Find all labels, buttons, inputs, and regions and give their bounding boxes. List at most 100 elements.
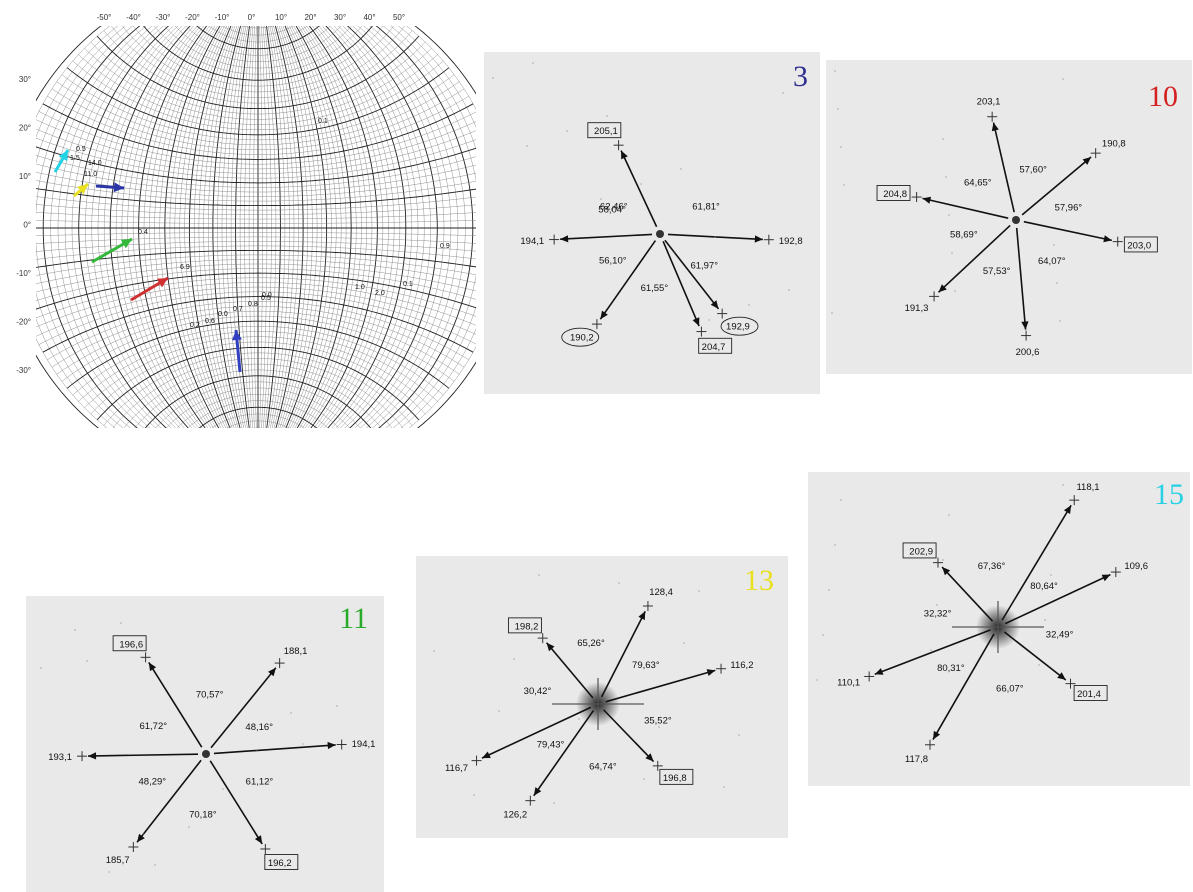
label-frame <box>1123 236 1158 253</box>
angle-label: 57,60° <box>1019 164 1047 175</box>
pole-label: 0.9 <box>440 243 450 250</box>
diffraction-ray <box>620 150 658 228</box>
pattern-number: 11 <box>339 602 368 635</box>
left-tick-label: -10° <box>16 269 31 278</box>
reflection-label: 203,0 <box>1127 240 1151 251</box>
reflection-label: 201,4 <box>1077 689 1101 700</box>
pattern-number: 13 <box>744 564 774 597</box>
angle-label: 61,72° <box>139 721 167 732</box>
angle-label: 62,46° <box>600 202 628 213</box>
diffraction-ray <box>1023 220 1113 243</box>
reflection-label: 118,1 <box>1076 482 1099 493</box>
angle-label: 64,74° <box>589 761 617 772</box>
angle-label: 58,04° <box>598 205 626 216</box>
pattern-number: 10 <box>1148 80 1178 113</box>
angle-label: 65,26° <box>577 638 605 649</box>
label-frame <box>876 185 911 201</box>
angle-label: 61,55° <box>641 283 669 294</box>
angle-label: 35,52° <box>644 716 672 727</box>
top-tick-label: 10° <box>275 13 287 22</box>
pattern-3-drawing: 205,1 192,9 192,8 204,7 190,2 194,1 61,81° 58,0… <box>492 62 803 354</box>
diffraction-pattern-3: 205,1 192,9 192,8 204,7 190,2 194,1 61,81° 58,0… <box>484 52 820 394</box>
pole-label: 1.0 <box>355 284 365 291</box>
top-tick-label: -50° <box>97 13 112 22</box>
diffraction-ray <box>1004 573 1111 625</box>
pole-arrow <box>130 276 169 302</box>
top-tick-label: 20° <box>304 13 316 22</box>
diffraction-ray <box>667 233 763 243</box>
pattern-number: 15 <box>1154 478 1184 511</box>
pole-label: 0.0 <box>218 311 228 318</box>
pole-label: 1.5 <box>70 155 80 162</box>
reflection-label: 116,7 <box>445 763 468 774</box>
top-tick-label: -30° <box>156 13 171 22</box>
angle-label: 48,16° <box>245 722 273 733</box>
diffraction-ray <box>1021 156 1092 216</box>
diffraction-ray <box>932 633 995 740</box>
reflection-label: 194,1 <box>352 739 376 750</box>
angle-label: 32,49° <box>1046 630 1074 641</box>
reflection-label: 109,6 <box>1124 561 1148 572</box>
angle-label: 32,32° <box>924 609 952 620</box>
pattern-number: 3 <box>793 60 808 93</box>
label-frame <box>720 316 759 336</box>
angle-label: 61,81° <box>692 201 720 212</box>
reflection-label: 193,1 <box>48 752 72 763</box>
diffraction-ray <box>600 610 646 698</box>
label-frame <box>698 337 733 354</box>
label-frame <box>112 635 147 652</box>
top-tick-label: -40° <box>126 13 141 22</box>
reflection-label: 126,2 <box>503 809 527 820</box>
pole-label: 0.5 <box>261 295 271 302</box>
diffraction-ray <box>991 122 1015 213</box>
label-frame <box>561 327 600 347</box>
reflection-label: 204,7 <box>702 342 726 353</box>
diffraction-ray <box>136 759 202 843</box>
left-tick-label: -30° <box>16 366 31 375</box>
reflection-label: 196,8 <box>663 773 687 784</box>
reflection-label: 196,6 <box>119 639 143 650</box>
pole-arrow <box>91 237 133 264</box>
diffraction-ray <box>533 710 595 797</box>
pole-label: 2.0 <box>375 290 385 297</box>
reflection-label: 188,1 <box>284 646 308 657</box>
diffraction-ray <box>922 196 1009 219</box>
pole-label: 11.0 <box>84 171 97 178</box>
angle-label: 67,36° <box>978 561 1006 572</box>
angle-label: 64,65° <box>964 177 992 188</box>
diffraction-ray <box>209 760 263 845</box>
left-tick-label: 0° <box>23 221 31 230</box>
pole-label: 14.0 <box>88 160 102 167</box>
pole-label: 0.5 <box>76 146 86 153</box>
left-tick-label: 20° <box>19 124 31 133</box>
angle-label: 30,42° <box>524 686 552 697</box>
angle-label: 56,10° <box>599 256 627 267</box>
reflection-label: 190,2 <box>570 333 594 344</box>
stereographic-projection: -50° -40° -30° -20° -10° 0° 10° 20° 30° 40° 50° 30°… <box>0 0 480 440</box>
reflection-label: 202,9 <box>909 546 933 557</box>
diffraction-pattern-15: 118,1 109,6 201,4 117,8 110,1 202,9 80,64° 32,4… <box>808 472 1190 786</box>
diffraction-pattern-11: 196,6 188,1 194,1 196,2 185,7 193,1 70,57° 48,1… <box>26 596 384 892</box>
top-tick-label: 40° <box>363 13 375 22</box>
left-tick-label: 10° <box>19 172 31 181</box>
diffraction-ray <box>210 667 277 749</box>
diffraction-ray <box>213 741 336 755</box>
left-tick-label: 30° <box>19 75 31 84</box>
reflection-label: 117,8 <box>905 754 928 765</box>
reflection-label: 116,2 <box>730 660 753 671</box>
reflection-label: 192,9 <box>726 322 750 333</box>
diffraction-ray <box>937 224 1011 293</box>
pole-arrow <box>73 182 89 198</box>
left-tick-label: -20° <box>16 318 31 327</box>
diffraction-ray <box>941 566 994 622</box>
reflection-label: 192,8 <box>779 236 803 247</box>
diffraction-ray <box>602 709 655 763</box>
pole-arrow <box>53 149 70 173</box>
reflection-label: 194,1 <box>520 236 544 247</box>
angle-label: 79,63° <box>632 660 660 671</box>
label-frame <box>659 768 694 785</box>
angle-label: 48,29° <box>139 776 167 787</box>
central-beam <box>656 230 664 238</box>
pole-label: 0.1 <box>318 118 328 125</box>
reflection-label: 203,1 <box>977 97 1001 108</box>
